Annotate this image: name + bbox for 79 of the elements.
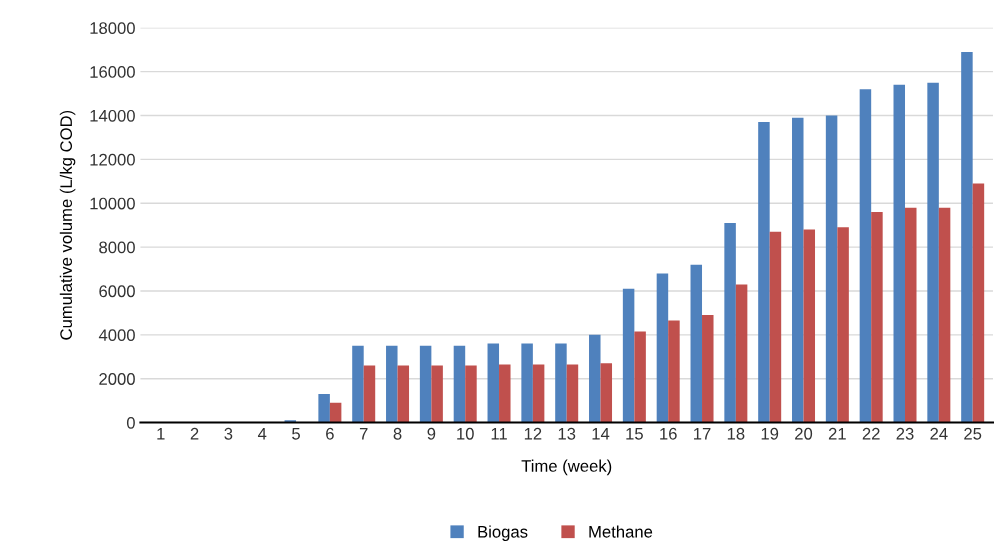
bar	[656, 273, 669, 423]
x-tick-label: 25	[964, 427, 982, 440]
bar	[724, 222, 736, 423]
x-tick-label: 2	[190, 427, 199, 440]
y-tick-label: 14000	[90, 109, 135, 122]
bar	[600, 363, 613, 423]
bar	[837, 227, 849, 423]
x-tick-label: 11	[491, 428, 507, 440]
x-axis-title: Time (week)	[521, 459, 612, 476]
x-tick-label: 21	[828, 427, 846, 440]
bar	[453, 345, 466, 423]
y-tick-label: 6000	[99, 285, 135, 298]
x-tick-label: 6	[326, 427, 334, 440]
x-tick-label: 17	[694, 428, 711, 440]
x-tick-label: 13	[558, 427, 576, 440]
y-tick-label: 4000	[98, 329, 135, 342]
x-tick-label: 19	[761, 427, 779, 440]
bar	[690, 264, 703, 423]
bar	[499, 364, 511, 423]
x-tick-label: 14	[592, 428, 610, 440]
bar	[769, 231, 782, 423]
bar	[803, 229, 816, 423]
bar	[397, 365, 410, 423]
bar	[363, 365, 376, 423]
x-tick-label: 24	[930, 427, 948, 440]
bar	[622, 288, 635, 423]
bar	[521, 343, 533, 423]
x-tick-label: 1	[157, 428, 165, 440]
bar	[634, 331, 646, 423]
bar	[318, 394, 330, 423]
x-tick-label: 8	[393, 427, 402, 440]
bar	[702, 315, 714, 423]
bar	[972, 183, 985, 423]
y-tick-label: 18000	[90, 22, 135, 34]
y-tick-label: 8000	[99, 241, 135, 254]
bar	[927, 82, 939, 423]
bar	[329, 402, 342, 423]
bar	[859, 89, 872, 423]
x-tick-label: 18	[727, 427, 745, 440]
bar	[905, 207, 917, 423]
bar	[589, 334, 601, 423]
bar	[352, 345, 364, 423]
bar	[555, 343, 567, 423]
y-tick-label: 2000	[99, 373, 135, 385]
y-axis-title: Cumulative volume (L/kg COD)	[59, 110, 76, 340]
bar	[532, 364, 545, 423]
x-tick-label: 12	[524, 427, 542, 440]
bar	[961, 51, 973, 423]
bar	[419, 345, 432, 423]
x-tick-label: 4	[257, 428, 267, 440]
bar	[465, 365, 477, 423]
y-tick-label: 16000	[90, 66, 135, 78]
bar	[431, 365, 443, 423]
y-tick-label: 10000	[90, 197, 135, 210]
x-tick-label: 22	[862, 427, 880, 440]
x-tick-label: 10	[457, 427, 474, 440]
x-tick-label: 16	[660, 427, 677, 440]
x-tick-label: 15	[626, 428, 643, 440]
x-tick-label: 5	[292, 428, 300, 440]
x-tick-label: 7	[359, 428, 368, 440]
bar	[893, 84, 906, 423]
bar	[566, 364, 579, 423]
bar	[668, 320, 680, 423]
bar	[825, 115, 838, 423]
bar	[386, 345, 398, 423]
bar	[871, 212, 883, 423]
x-tick-label: 20	[795, 427, 813, 440]
bar	[758, 122, 770, 423]
legend-label: Biogas	[478, 525, 528, 541]
bar	[792, 117, 804, 423]
bar	[735, 284, 748, 423]
bar	[487, 343, 500, 423]
x-tick-label: 9	[427, 427, 436, 440]
legend-label: Methane	[589, 525, 653, 538]
y-tick-label: 12000	[90, 153, 135, 166]
y-tick-label: 0	[126, 416, 135, 429]
x-tick-label: 23	[896, 427, 914, 440]
bar	[938, 207, 951, 423]
x-tick-label: 3	[224, 427, 233, 440]
